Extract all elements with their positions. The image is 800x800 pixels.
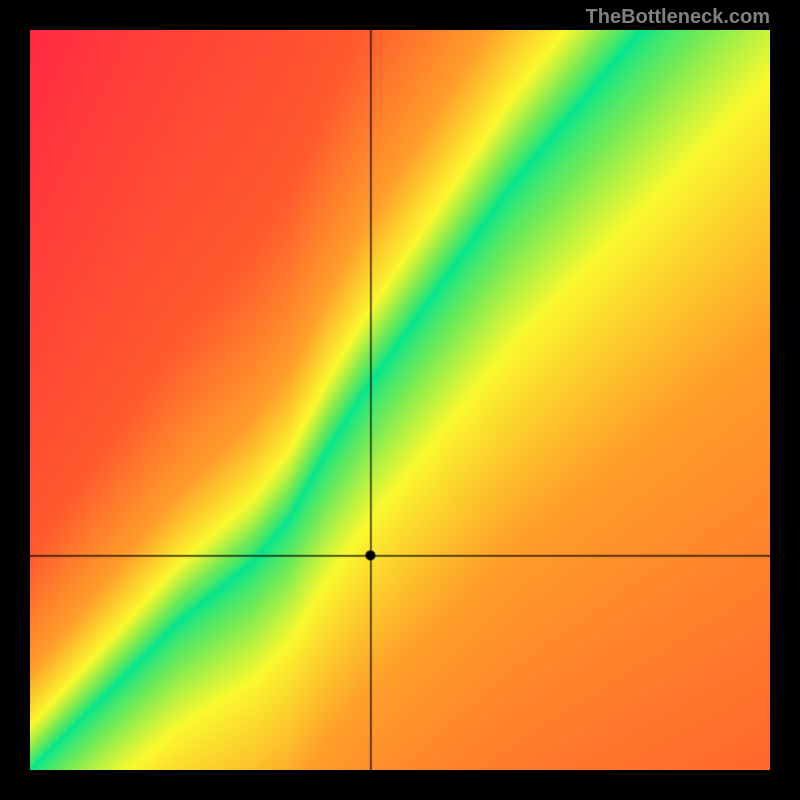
watermark-text: TheBottleneck.com <box>586 6 770 29</box>
bottleneck-heatmap <box>30 30 770 770</box>
chart-container: TheBottleneck.com <box>0 0 800 800</box>
